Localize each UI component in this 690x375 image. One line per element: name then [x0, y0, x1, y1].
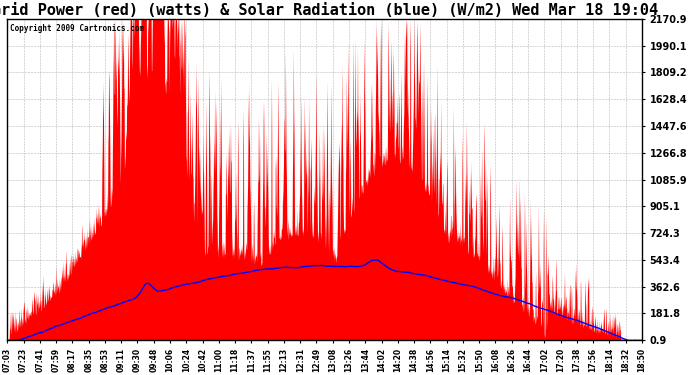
Title: Grid Power (red) (watts) & Solar Radiation (blue) (W/m2) Wed Mar 18 19:04: Grid Power (red) (watts) & Solar Radiati…	[0, 3, 658, 18]
Text: Copyright 2009 Cartronics.com: Copyright 2009 Cartronics.com	[10, 24, 145, 33]
